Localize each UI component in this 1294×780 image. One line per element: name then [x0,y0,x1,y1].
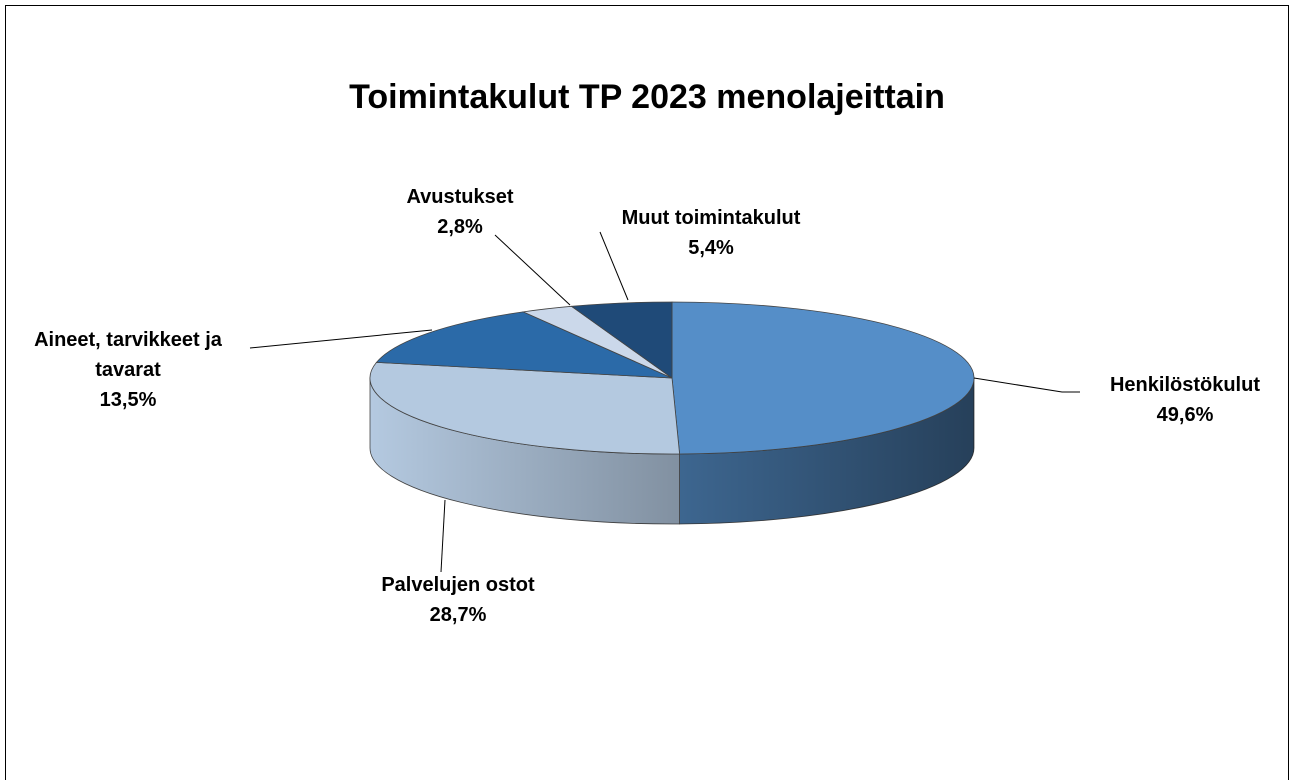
data-label: Henkilöstökulut 49,6% [1070,370,1294,430]
value-label: 13,5% [99,389,157,411]
chart-title: Toimintakulut TP 2023 menolajeittain [349,78,945,116]
slice [570,301,673,379]
category-label: Avustukset [406,186,514,208]
leader-line [249,329,433,349]
slice [369,361,681,455]
data-label: Aineet, tarvikkeet ja tavarat 13,5% [21,325,236,415]
slice [375,311,673,379]
data-label: Palvelujen ostot 28,7% [328,570,588,630]
category-label: Henkilöstökulut [1109,374,1260,396]
leader-line [494,234,571,306]
category-label: Palvelujen ostot [381,574,535,596]
value-label: 2,8% [437,216,483,238]
category-label: Aineet, tarvikkeet ja tavarat [34,329,222,381]
data-label: Avustukset 2,8% [360,182,560,242]
data-label: Muut toimintakulut 5,4% [581,203,841,263]
category-label: Muut toimintakulut [621,207,801,229]
value-label: 5,4% [688,237,734,259]
slice-side-shade [370,378,680,524]
slice [671,301,975,455]
value-label: 28,7% [429,604,487,626]
leader-line [440,499,446,573]
leader-line [973,377,1080,393]
slice-side-shade [679,378,974,524]
chart-border [5,5,1289,780]
value-label: 49,6% [1156,404,1214,426]
leader-line [599,231,629,301]
